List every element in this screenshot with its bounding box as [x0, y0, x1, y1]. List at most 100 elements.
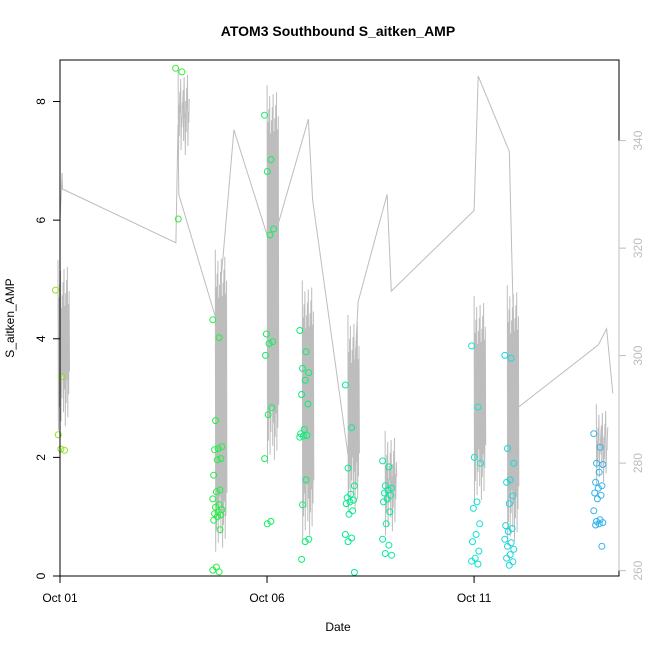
data-point	[592, 478, 600, 486]
data-point	[598, 482, 606, 490]
data-point	[385, 463, 393, 471]
data-point	[216, 486, 224, 494]
data-point	[263, 520, 271, 528]
data-point	[298, 555, 306, 563]
x-axis-label: Date	[325, 620, 351, 634]
data-point	[215, 334, 223, 342]
data-point	[505, 500, 513, 508]
data-point	[178, 68, 186, 76]
data-point	[590, 507, 598, 515]
data-point	[209, 316, 217, 324]
data-point	[209, 495, 217, 503]
data-point	[381, 550, 389, 557]
y-axis: 0 2 4 6 8	[34, 98, 61, 579]
data-point	[296, 433, 304, 441]
data-point	[388, 551, 396, 559]
data-point	[509, 558, 517, 566]
y-tick-label: 8	[34, 98, 48, 105]
line-cluster-3	[266, 85, 280, 464]
data-point	[350, 482, 358, 490]
data-point	[217, 511, 225, 519]
right-y-tick-label: 260	[631, 560, 645, 580]
line-cluster-7	[473, 295, 487, 505]
data-point	[213, 456, 221, 464]
data-point	[52, 286, 59, 294]
data-point	[503, 554, 511, 562]
data-point	[598, 542, 606, 550]
data-point	[212, 417, 219, 425]
data-point	[595, 468, 603, 476]
data-point	[345, 510, 353, 518]
data-point	[473, 498, 481, 506]
data-point	[347, 490, 355, 498]
data-point	[387, 491, 395, 499]
data-point	[301, 538, 309, 546]
data-point	[269, 338, 277, 346]
data-point	[380, 498, 387, 506]
data-point	[210, 471, 218, 479]
data-point	[474, 560, 482, 568]
data-point	[504, 528, 512, 535]
data-point	[218, 506, 226, 514]
line-cluster-1	[177, 67, 191, 160]
y-tick-label: 6	[34, 216, 48, 223]
line-cluster-4	[301, 280, 315, 540]
data-point	[216, 526, 224, 534]
data-point	[302, 476, 310, 484]
data-point	[305, 535, 313, 543]
data-point	[592, 521, 600, 529]
data-point	[599, 461, 607, 468]
data-point	[342, 500, 350, 508]
line-cluster-9	[595, 403, 609, 487]
data-point	[209, 566, 217, 574]
data-point	[469, 504, 477, 512]
chart-title: ATOM3 Southbound S_aitken_AMP	[221, 23, 455, 39]
data-point	[350, 496, 357, 504]
data-point	[172, 64, 180, 72]
data-point	[264, 411, 272, 419]
data-point	[346, 498, 354, 506]
data-point	[477, 459, 485, 467]
data-point	[382, 520, 390, 528]
data-point	[57, 445, 65, 453]
data-point	[174, 215, 182, 223]
data-point	[213, 513, 221, 521]
data-point	[504, 542, 511, 550]
data-point	[262, 351, 269, 359]
data-point	[218, 443, 226, 451]
data-point	[261, 111, 269, 119]
data-point	[210, 516, 218, 524]
data-point	[302, 348, 310, 356]
data-point	[267, 517, 275, 525]
data-point	[599, 519, 607, 527]
right-y-tick-label: 320	[631, 238, 645, 258]
data-point	[54, 431, 62, 439]
data-point	[385, 541, 393, 549]
data-point	[468, 557, 476, 565]
line-cluster-6	[384, 430, 398, 536]
data-point	[379, 457, 387, 465]
y-tick-label: 4	[34, 335, 48, 342]
data-point	[505, 561, 513, 569]
data-point	[388, 484, 396, 492]
data-point	[596, 443, 604, 451]
data-point	[469, 538, 476, 546]
data-point	[472, 531, 480, 538]
data-point	[344, 464, 352, 472]
data-point	[506, 551, 514, 559]
data-point	[341, 381, 349, 389]
data-point	[350, 568, 358, 576]
data-point	[510, 459, 518, 467]
data-point	[265, 340, 273, 347]
data-point	[300, 426, 308, 433]
line-cluster-5	[347, 314, 360, 513]
data-point	[299, 364, 306, 372]
data-point	[296, 327, 304, 334]
data-point	[386, 508, 394, 516]
data-point	[597, 491, 605, 499]
data-point	[501, 351, 509, 359]
data-point	[502, 522, 510, 530]
y-tick-label: 2	[34, 454, 48, 461]
data-point	[503, 478, 511, 486]
